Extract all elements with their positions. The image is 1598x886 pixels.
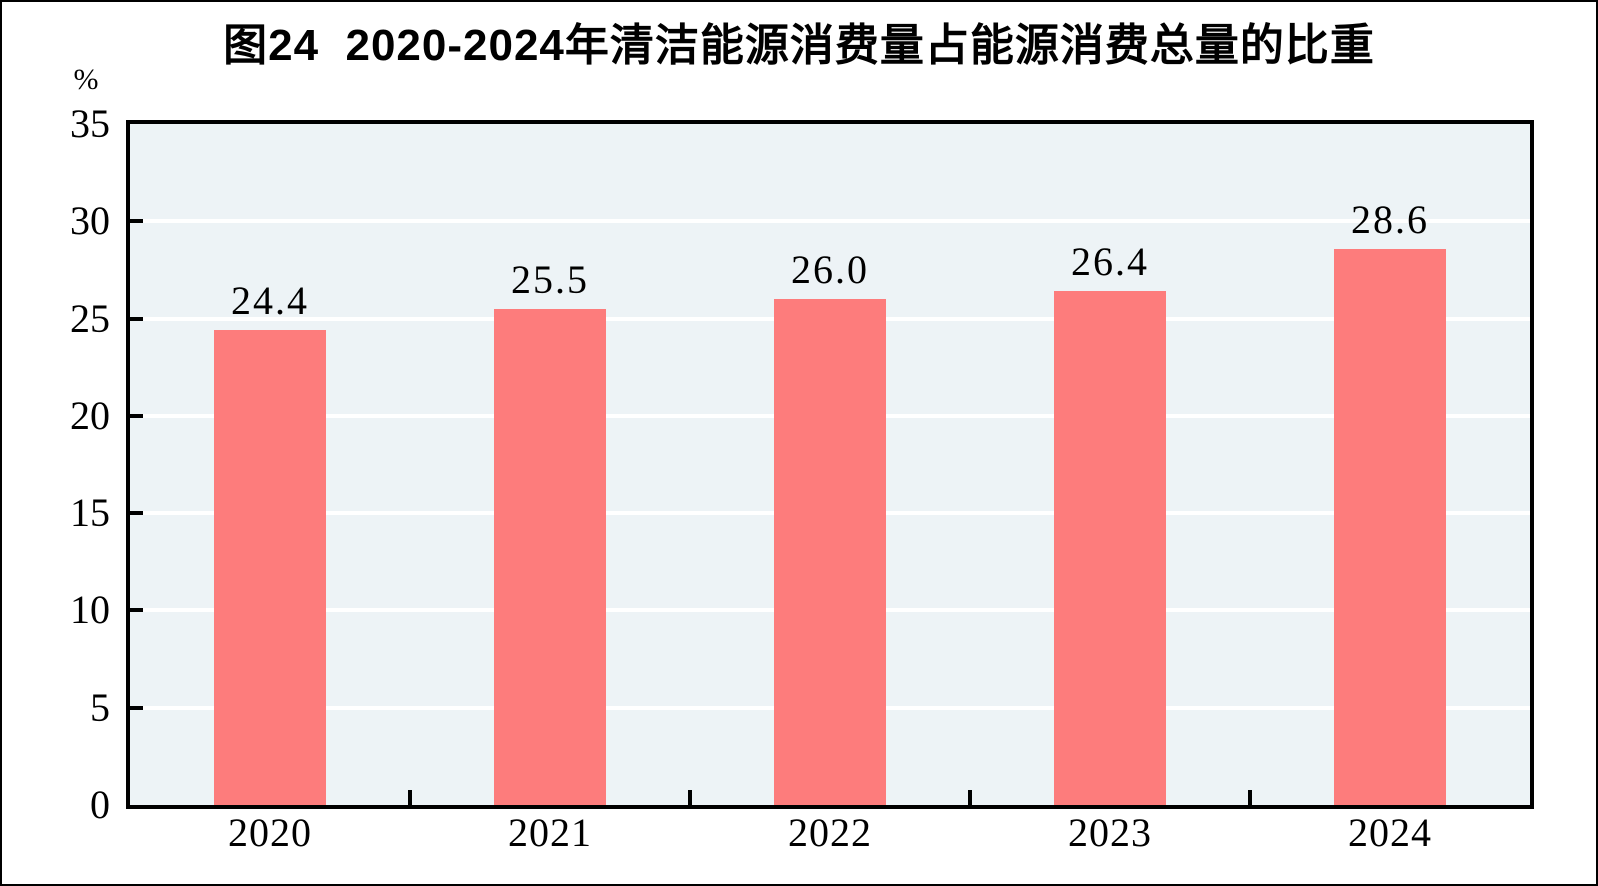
bar — [1334, 248, 1446, 805]
bar — [774, 299, 886, 805]
bar — [214, 330, 326, 805]
y-axis-tick — [130, 413, 143, 418]
x-axis-category-label: 2020 — [228, 810, 312, 855]
bar-value-label: 25.5 — [511, 256, 589, 302]
y-axis-tick-label: 0 — [90, 782, 110, 827]
x-axis-labels: 2020 2021 2022 2023 2024 — [126, 810, 1534, 862]
y-axis-tick-label: 35 — [70, 101, 110, 146]
y-axis-tick — [130, 705, 143, 710]
y-axis-tick — [130, 219, 143, 224]
y-axis-labels: 0 5 10 15 20 25 30 35 — [2, 101, 110, 827]
x-axis-tick — [688, 790, 692, 805]
y-axis-tick-label: 10 — [70, 587, 110, 633]
gridline — [130, 219, 1530, 224]
y-axis-tick — [130, 511, 143, 516]
bar — [1054, 291, 1166, 805]
x-axis-tick — [408, 790, 412, 805]
x-axis-category-label: 2024 — [1348, 810, 1432, 855]
y-axis-tick-label: 20 — [70, 392, 110, 438]
y-axis-tick — [130, 608, 143, 613]
y-axis-tick — [130, 316, 143, 321]
bar-value-label: 28.6 — [1351, 196, 1429, 242]
bar-value-label: 26.0 — [791, 247, 869, 293]
y-axis-tick-label: 15 — [70, 490, 110, 536]
x-axis-category-label: 2021 — [508, 810, 592, 855]
plot-area: 24.4 25.5 26.0 26.4 28.6 — [126, 120, 1534, 809]
y-axis-tick-label: 30 — [70, 198, 110, 244]
x-axis-category-label: 2022 — [788, 810, 872, 855]
y-axis-tick-label: 5 — [90, 684, 110, 730]
x-axis-tick — [968, 790, 972, 805]
bar-value-label: 24.4 — [231, 278, 309, 324]
x-axis-tick — [1248, 790, 1252, 805]
bar — [494, 308, 606, 805]
chart-title: 图24 2020-2024年清洁能源消费量占能源消费总量的比重 — [223, 21, 1375, 70]
x-axis-category-label: 2023 — [1068, 810, 1152, 855]
y-axis-tick-label: 25 — [70, 295, 110, 341]
bar-value-label: 26.4 — [1071, 239, 1149, 285]
y-axis-unit-label: % — [73, 63, 99, 96]
